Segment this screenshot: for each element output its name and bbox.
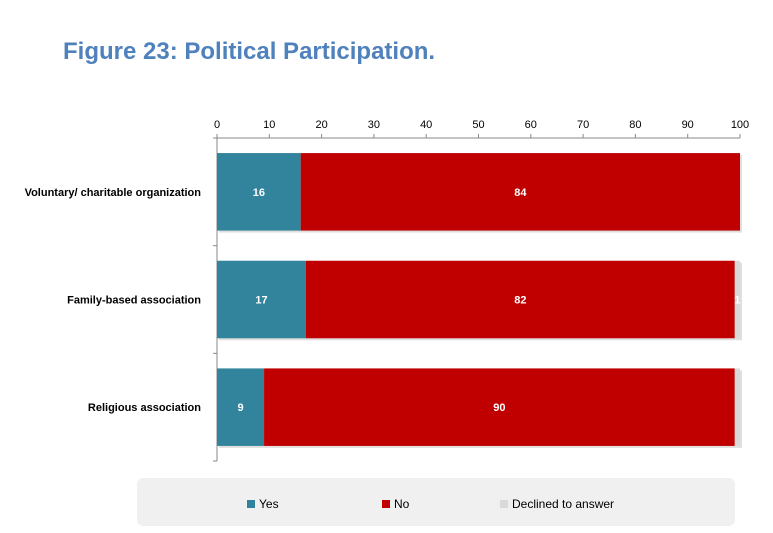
bar-yes — [217, 368, 265, 446]
data-label: 9 — [237, 402, 243, 414]
data-label: 17 — [255, 295, 267, 307]
data-label: 16 — [253, 187, 265, 199]
x-tick-label: 60 — [525, 119, 537, 131]
legend-swatch-yes — [247, 500, 255, 508]
data-label: 90 — [493, 402, 505, 414]
x-tick-label: 30 — [368, 119, 380, 131]
x-tick-label: 100 — [731, 119, 749, 131]
bar-yes — [217, 153, 301, 231]
category-label: Family-based association — [67, 295, 201, 307]
x-tick-label: 70 — [577, 119, 589, 131]
bar-no — [264, 368, 735, 446]
legend-item-yes: Yes — [247, 497, 279, 511]
legend-swatch-declined — [500, 500, 508, 508]
bar-declined-to-answer — [734, 260, 740, 339]
data-label: 82 — [514, 295, 526, 307]
data-label: 84 — [514, 187, 527, 199]
figure-title: Figure 23: Political Participation. — [63, 38, 436, 65]
x-tick-label: 50 — [472, 119, 484, 131]
x-tick-label: 40 — [420, 119, 432, 131]
legend-item-no: No — [382, 497, 409, 511]
category-label: Religious association — [88, 402, 201, 414]
legend-label-yes: Yes — [259, 497, 279, 511]
stacked-bar-chart: 0 10 20 30 40 50 60 70 80 90 100 Voluntary/ charita… — [25, 119, 749, 462]
bar-no — [300, 153, 740, 231]
legend-swatch-no — [382, 500, 390, 508]
data-label: 1 — [734, 295, 740, 307]
x-tick-label: 0 — [214, 119, 220, 131]
bar-yes — [217, 260, 306, 339]
bar-no — [305, 260, 735, 339]
legend: Yes No Declined to answer — [137, 478, 735, 526]
x-tick-label: 10 — [263, 119, 275, 131]
x-tick-label: 20 — [315, 119, 327, 131]
legend-item-declined: Declined to answer — [500, 497, 614, 511]
category-label: Voluntary/ charitable organization — [25, 187, 202, 199]
bar-declined-to-answer — [734, 368, 740, 446]
x-tick-label: 80 — [629, 119, 641, 131]
legend-label-declined: Declined to answer — [512, 497, 615, 511]
x-tick-label: 90 — [682, 119, 694, 131]
legend-label-no: No — [394, 497, 410, 511]
